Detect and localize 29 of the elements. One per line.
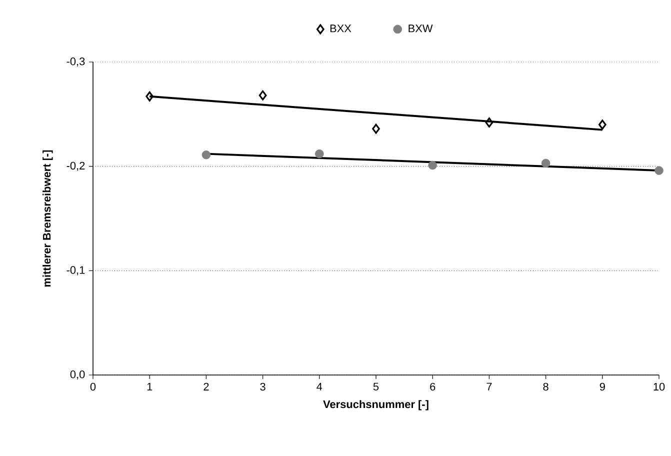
- point: [202, 150, 211, 160]
- x-tick-label: 5: [373, 382, 379, 390]
- y-tick-label: -0,3: [66, 57, 85, 67]
- point: [598, 120, 606, 130]
- y-tick-label: -0,1: [66, 266, 85, 276]
- x-tick-label: 6: [430, 382, 436, 391]
- point: [372, 124, 380, 134]
- x-axis-title: Versuchsnummer [-]: [323, 400, 428, 410]
- legend-label: BXW: [408, 24, 433, 32]
- x-tick-label: 0: [90, 382, 96, 391]
- point: [541, 158, 550, 168]
- point: [654, 166, 664, 175]
- y-tick-label: 0,0: [70, 370, 85, 380]
- point: [428, 160, 437, 170]
- x-tick-label: 9: [600, 382, 605, 391]
- y-tick-label: -0,2: [66, 162, 85, 171]
- point: [146, 91, 154, 102]
- x-tick-label: 1: [147, 382, 152, 390]
- legend-label: BXX: [330, 24, 352, 32]
- x-tick-label: 8: [543, 382, 548, 391]
- x-tick-label: 3: [260, 382, 266, 391]
- x-tick-label: 7: [486, 382, 492, 390]
- y-axis-title: mittlerer Bremsreibwert [-]: [42, 150, 53, 287]
- x-tick-label: 4: [316, 382, 322, 390]
- x-tick-label: 10: [654, 382, 665, 391]
- point: [258, 90, 267, 100]
- point: [485, 118, 494, 128]
- point: [315, 149, 324, 158]
- x-tick-label: 2: [204, 382, 209, 390]
